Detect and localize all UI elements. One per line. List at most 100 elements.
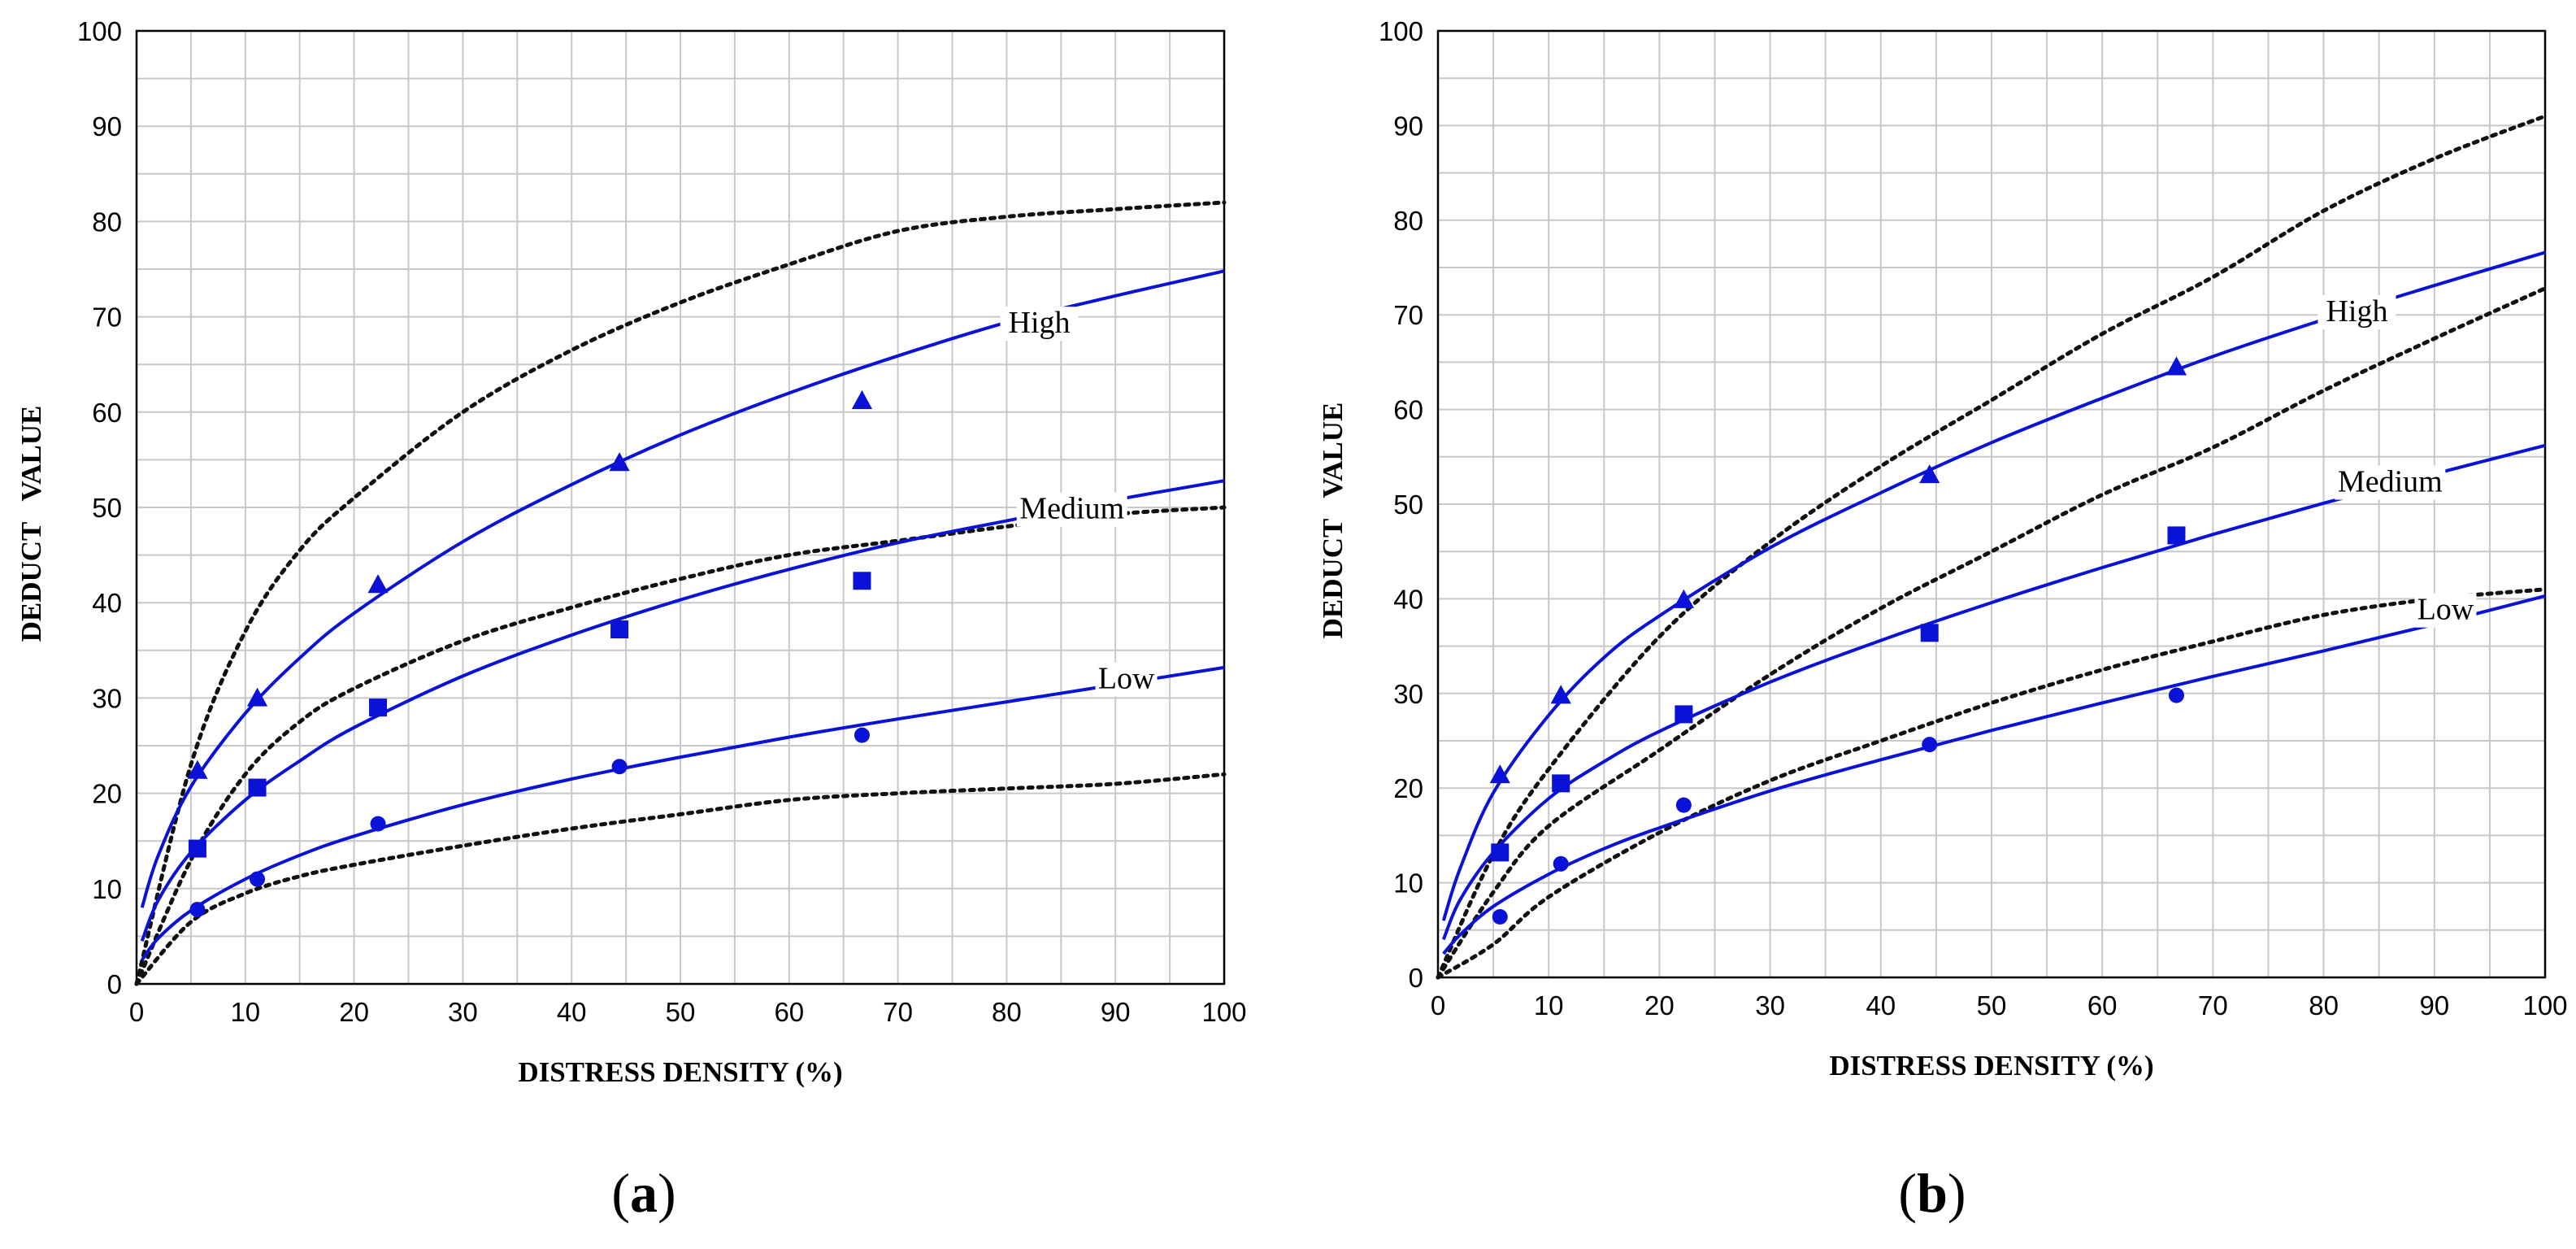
x-tick-label: 90 [1101,997,1131,1027]
x-tick-label: 40 [1866,990,1896,1021]
data-point-medium [1920,624,1939,642]
data-point-low [189,902,206,918]
y-tick-label: 60 [92,398,122,428]
x-tick-label: 30 [448,997,478,1027]
data-point-high [2165,356,2187,376]
y-tick-label: 100 [77,16,122,46]
data-point-medium [248,778,267,797]
x-tick-label: 80 [2309,990,2339,1021]
fit-curve-low [141,665,1225,961]
curve-label-background [2414,593,2477,628]
fit-curve-medium [140,479,1225,942]
x-tick-label: 50 [1977,990,2007,1021]
y-tick-label: 70 [92,302,122,333]
data-point-medium [1491,843,1510,862]
x-tick-label: 100 [1201,997,1246,1027]
data-point-high [1673,589,1694,608]
data-point-medium [1675,705,1693,724]
data-point-medium [853,572,871,590]
x-tick-label: 0 [129,997,144,1027]
x-tick-label: 100 [2522,990,2567,1021]
data-point-low [370,816,386,832]
data-point-high [246,687,268,707]
curve-label-background [1095,662,1158,697]
data-point-medium [188,839,206,858]
data-point-low [1675,797,1692,813]
x-tick-label: 0 [1431,990,1445,1021]
x-tick-label: 20 [339,997,369,1027]
chart-panel-a: 0 10 20 30 40 50 60 70 80 90 100 0 10 20 30 40 50 60 70 80 9… [15,16,1247,1224]
data-point-medium [2167,526,2186,545]
y-tick-label: 20 [1393,773,1423,803]
y-tick-label: 30 [1393,679,1423,709]
y-tick-label: 30 [92,683,122,713]
y-tick-label: 10 [92,874,122,904]
panel-caption-b-letter: b [1917,1162,1948,1224]
curve-label-low: Low [1098,661,1155,695]
data-point-medium [610,620,629,639]
curve-label-background [2335,465,2446,500]
data-point-medium [369,698,388,717]
y-tick-label: 70 [1393,300,1423,330]
panel-caption-a-letter: a [630,1162,658,1224]
x-tick-label: 90 [2419,990,2449,1021]
fit-curve-low [1442,594,2546,955]
data-point-low [2168,687,2184,703]
panel-caption-b: (b) [1898,1162,1966,1224]
data-point-high [1550,685,1571,704]
data-point-low [1553,855,1569,872]
panel-caption-a: (a) [611,1162,676,1224]
curve-label-high: High [1009,306,1071,340]
y-tick-label: 40 [1393,584,1423,614]
reference-curve-high [134,200,1227,986]
x-tick-label: 80 [992,997,1022,1027]
curve-label-medium: Medium [2338,465,2443,499]
y-tick-label: 10 [1393,868,1423,899]
reference-curve-medium [134,505,1227,986]
data-point-low [1492,909,1508,925]
reference-curve-low [1436,587,2548,980]
curve-label-medium: Medium [1019,492,1124,526]
x-tick-label: 10 [1534,990,1564,1021]
data-point-high [609,452,630,472]
data-point-high [187,759,208,779]
curve-label-background [1000,307,1079,342]
plot-frame-b [1436,29,2547,979]
y-axis-title: DEDUCT VALUE [15,406,47,642]
reference-curve-medium [1436,286,2548,980]
x-tick-label: 40 [557,997,587,1027]
data-point-high [851,389,873,410]
y-tick-label: 80 [1393,206,1423,236]
x-tick-label: 50 [666,997,696,1027]
data-point-high [1919,464,1940,484]
data-point-high [367,574,389,594]
y-tick-label: 0 [1409,963,1423,993]
x-tick-label: 70 [2198,990,2228,1021]
data-point-low [250,871,266,887]
chart-a-svg: 0 10 20 30 40 50 60 70 80 90 100 0 10 20 30 40 50 60 70 80 9… [15,16,1247,1088]
y-tick-label: 20 [92,779,122,809]
y-tick-label: 100 [1379,16,1423,46]
y-tick-label: 0 [107,969,122,999]
data-point-high [1489,764,1510,784]
data-point-medium [1552,774,1570,793]
x-tick-label: 20 [1644,990,1675,1021]
data-point-low [1922,737,1938,753]
y-tick-label: 40 [92,588,122,618]
x-axis-title: DISTRESS DENSITY (%) [518,1056,842,1088]
y-axis-title: DEDUCT VALUE [1317,403,1349,639]
y-tick-label: 50 [1393,490,1423,520]
y-tick-label: 50 [92,493,122,523]
data-point-low [611,759,628,775]
curve-label-high: High [2326,294,2387,329]
y-tick-label: 80 [92,207,122,237]
x-tick-label: 30 [1755,990,1785,1021]
x-tick-label: 60 [2087,990,2118,1021]
y-tick-label: 90 [92,111,122,141]
curve-label-background [1016,492,1127,527]
fit-curve-high [1441,250,2546,921]
chart-panel-b: 0 10 20 30 40 50 60 70 80 90 100 0 10 20 30 40 50 60 70 80 9… [1288,0,2576,1249]
y-tick-label: 90 [1393,111,1423,141]
x-tick-label: 60 [774,997,804,1027]
y-tick-label: 60 [1393,395,1423,425]
